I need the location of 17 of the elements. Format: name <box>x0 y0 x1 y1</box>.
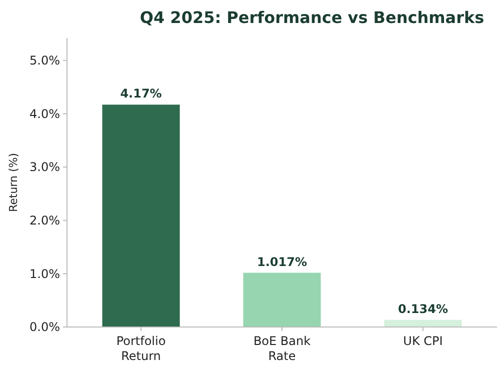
y-tick-label: 5.0% <box>30 54 60 68</box>
x-tick-label: UK CPI <box>403 334 443 348</box>
y-tick-label: 3.0% <box>30 160 60 174</box>
x-tick-label: BoE Bank Rate <box>253 334 311 363</box>
y-axis-title: Return (%) <box>7 152 20 212</box>
bar <box>102 104 180 327</box>
data-label: 1.017% <box>257 254 307 269</box>
y-tick-label: 2.0% <box>30 214 60 228</box>
bar <box>243 272 321 327</box>
chart-title: Q4 2025: Performance vs Benchmarks <box>140 8 484 27</box>
data-label: 0.134% <box>398 302 448 316</box>
y-tick-label: 0.0% <box>30 320 60 334</box>
y-tick-label: 1.0% <box>30 266 60 281</box>
data-label: 4.17% <box>120 86 162 101</box>
y-tick-label: 4.0% <box>30 106 60 121</box>
x-tick-label: Portfolio Return <box>116 334 166 363</box>
bar <box>384 320 462 327</box>
